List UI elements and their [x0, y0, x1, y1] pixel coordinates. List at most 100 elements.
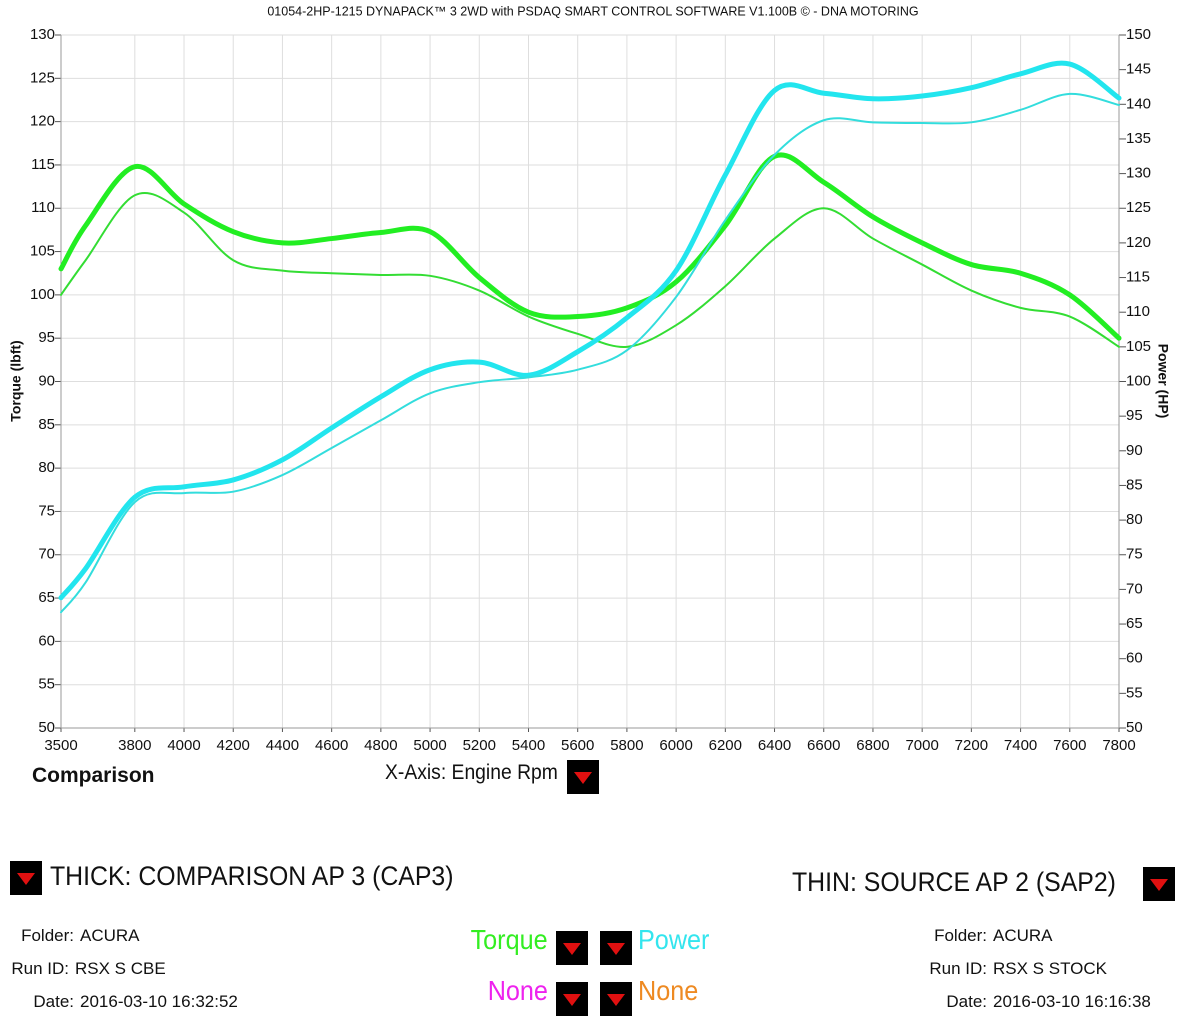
y-tick-label: 130	[30, 26, 55, 43]
dropdown-arrow	[574, 772, 592, 784]
y2-tick-label: 130	[1126, 165, 1151, 182]
x-tick-label: 6600	[807, 737, 840, 754]
x-tick-label: 5400	[512, 737, 545, 754]
y2-tick-label: 90	[1126, 442, 1143, 459]
x-tick-label: 6400	[758, 737, 791, 754]
series-line	[58, 60, 1122, 601]
y-tick-label: 80	[38, 459, 55, 476]
info-label: Folder:	[934, 926, 987, 945]
y-tick-label: 75	[38, 502, 55, 519]
channel-right[interactable]: Power	[638, 924, 710, 955]
arrow	[17, 873, 35, 885]
info-value: 2016-03-10 16:32:52	[80, 992, 238, 1011]
info-label: Folder:	[21, 926, 74, 945]
x-tick-label: 7600	[1053, 737, 1086, 754]
y2-tick-label: 70	[1126, 580, 1143, 597]
channel-dropdown[interactable]	[556, 931, 588, 965]
y2-tick-label: 140	[1126, 95, 1151, 112]
info-label: Date:	[33, 992, 74, 1011]
channel-right[interactable]: None	[638, 975, 699, 1006]
y2-tick-label: 135	[1126, 130, 1151, 147]
y-tick-label: 90	[38, 372, 55, 389]
dropdown-arrow	[1150, 879, 1168, 891]
x-tick-label: 3500	[44, 737, 77, 754]
x-axis-dropdown[interactable]	[567, 760, 599, 794]
dropdown-arrow	[563, 994, 581, 1006]
x-tick-label: 6800	[856, 737, 889, 754]
y2-tick-label: 75	[1126, 546, 1143, 563]
y2-tick-label: 115	[1126, 269, 1150, 286]
thick-dropdown[interactable]	[10, 861, 42, 895]
x-tick-label: 4400	[266, 737, 299, 754]
arrow	[1150, 879, 1168, 891]
y2-tick-label: 65	[1126, 615, 1143, 632]
arrow	[563, 994, 581, 1006]
channel-left[interactable]: Torque	[470, 924, 548, 955]
y2-tick-label: 120	[1126, 234, 1151, 251]
thin-run-label: THIN: SOURCE AP 2 (SAP2)	[792, 867, 1116, 897]
x-tick-label: 4200	[217, 737, 250, 754]
y-tick-label: 55	[38, 676, 55, 693]
y2-tick-label: 95	[1126, 407, 1143, 424]
x-tick-label: 5200	[463, 737, 496, 754]
x-tick-label: 5600	[561, 737, 594, 754]
y-tick-label: 115	[31, 156, 55, 173]
info-value: 2016-03-10 16:16:38	[993, 992, 1151, 1011]
x-tick-label: 5000	[413, 737, 446, 754]
info-value: ACURA	[993, 926, 1053, 945]
x-tick-label: 7000	[905, 737, 938, 754]
y-tick-label: 105	[30, 243, 55, 260]
y2-tick-label: 55	[1126, 684, 1143, 701]
y2-tick-label: 145	[1126, 61, 1151, 78]
y2-tick-label: 50	[1126, 719, 1143, 736]
series-line	[58, 152, 1122, 341]
y2-tick-label: 110	[1126, 303, 1150, 320]
dropdown-arrow	[607, 994, 625, 1006]
info-label: Run ID:	[929, 959, 987, 978]
y2-tick-label: 125	[1126, 199, 1151, 216]
y-tick-label: 120	[30, 113, 55, 130]
series-line	[60, 92, 1120, 614]
x-tick-label: 4600	[315, 737, 348, 754]
y2-tick-label: 105	[1126, 338, 1151, 355]
y-axis-label: Torque (lbft)	[8, 340, 24, 421]
x-tick-label: 3800	[118, 737, 151, 754]
y-tick-label: 95	[38, 329, 55, 346]
y2-tick-label: 60	[1126, 650, 1143, 667]
x-tick-label: 7800	[1102, 737, 1135, 754]
x-tick-label: 4800	[364, 737, 397, 754]
x-tick-label: 7200	[955, 737, 988, 754]
y2-tick-label: 85	[1126, 476, 1143, 493]
dropdown-arrow	[563, 943, 581, 955]
info-value: RSX S CBE	[75, 959, 166, 978]
y-tick-label: 50	[38, 719, 55, 736]
info-label: Run ID:	[11, 959, 69, 978]
info-label: Date:	[946, 992, 987, 1011]
y-tick-label: 60	[38, 632, 55, 649]
y2-tick-label: 100	[1126, 372, 1151, 389]
channel-dropdown[interactable]	[556, 982, 588, 1016]
arrow	[607, 943, 625, 955]
chart-title: 01054-2HP-1215 DYNAPACK™ 3 2WD with PSDA…	[267, 4, 918, 18]
x-tick-label: 4000	[167, 737, 200, 754]
arrow	[607, 994, 625, 1006]
info-value: ACURA	[80, 926, 140, 945]
arrow	[574, 772, 592, 784]
mode-label: Comparison	[32, 764, 155, 787]
x-tick-label: 6000	[659, 737, 692, 754]
channel-dropdown[interactable]	[600, 982, 632, 1016]
arrow	[563, 943, 581, 955]
y2-tick-label: 80	[1126, 511, 1143, 528]
y-tick-label: 70	[38, 546, 55, 563]
y-tick-label: 85	[38, 416, 55, 433]
info-value: RSX S STOCK	[993, 959, 1107, 978]
y-tick-label: 100	[30, 286, 55, 303]
y-tick-label: 65	[38, 589, 55, 606]
channel-left[interactable]: None	[487, 975, 548, 1006]
x-axis-selector-label: X-Axis: Engine Rpm	[385, 761, 558, 784]
thin-dropdown[interactable]	[1143, 867, 1175, 901]
x-tick-label: 7400	[1004, 737, 1037, 754]
channel-dropdown[interactable]	[600, 931, 632, 965]
dropdown-arrow	[607, 943, 625, 955]
y2-tick-label: 150	[1126, 26, 1151, 43]
